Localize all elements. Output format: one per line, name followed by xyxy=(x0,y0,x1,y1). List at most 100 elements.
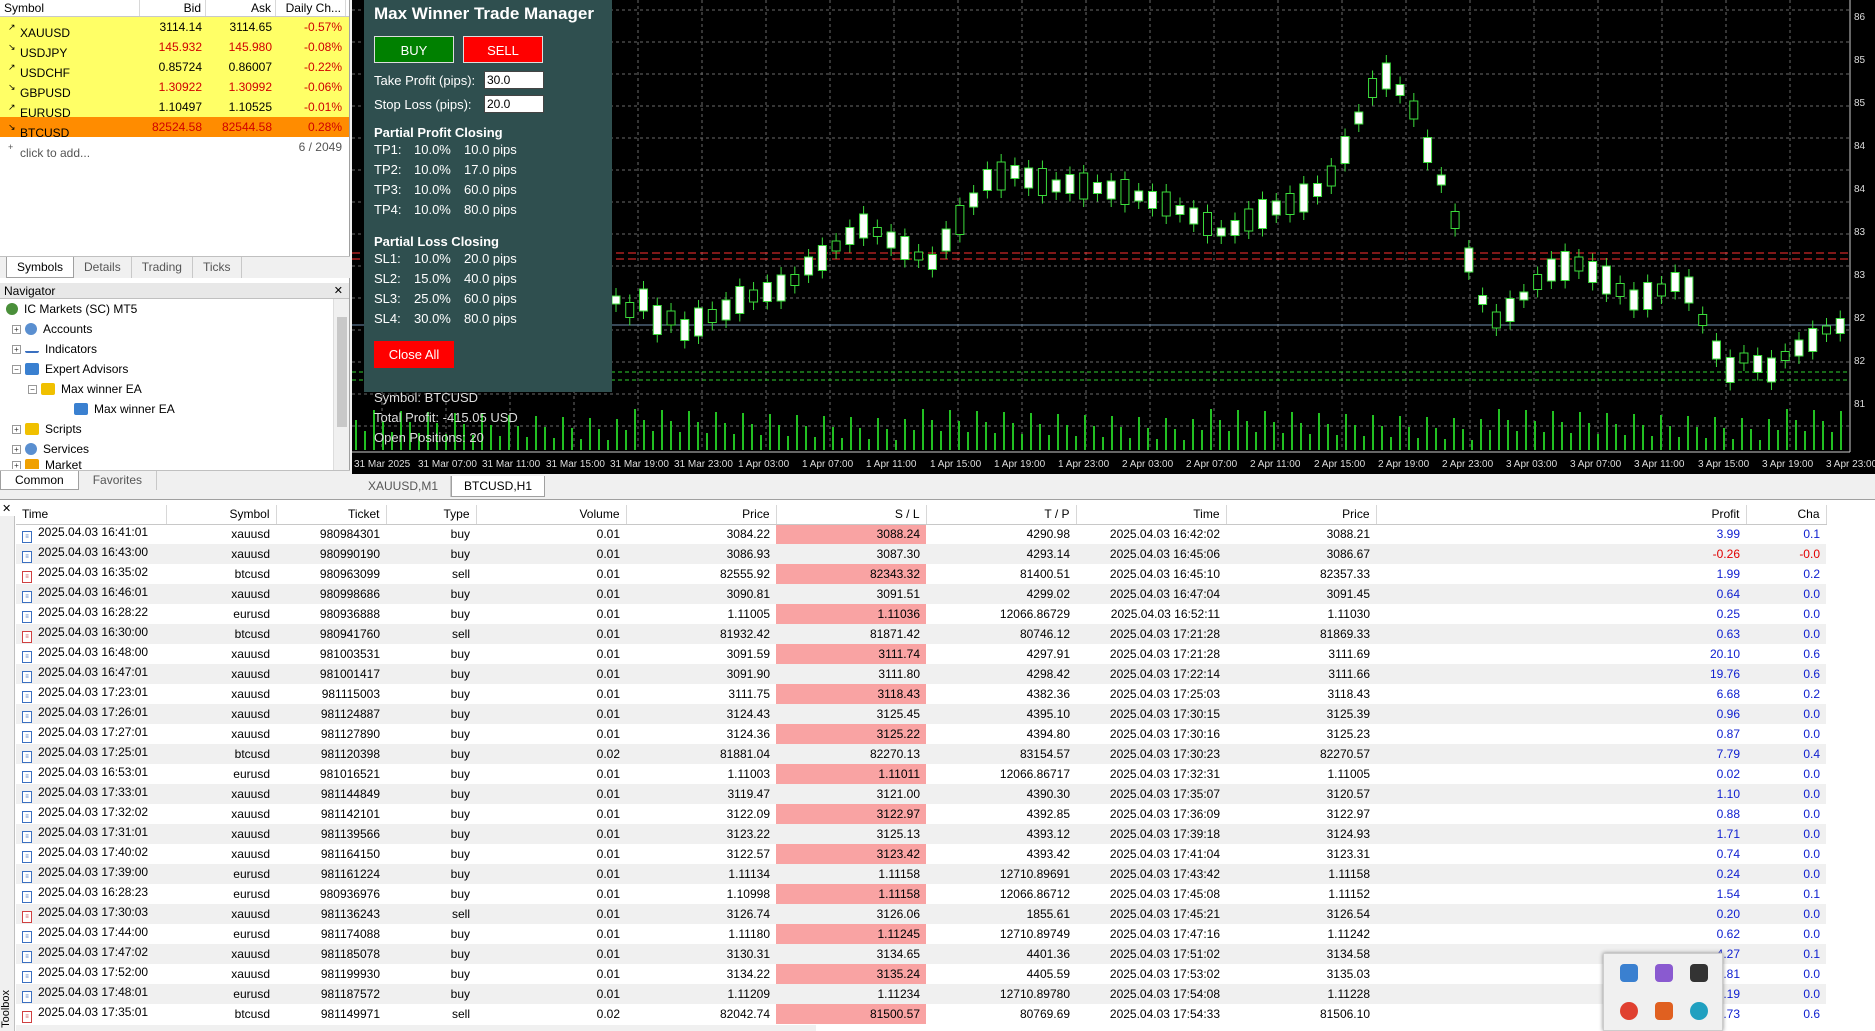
table-row[interactable]: ≡ 2025.04.03 16:30:00 btcusd 980941760 sell 0… xyxy=(16,624,1826,644)
table-row[interactable]: ≡ 2025.04.03 16:46:01 xauusd 980998686 buy 0.… xyxy=(16,584,1826,604)
time-label: 31 Mar 11:00 xyxy=(482,459,541,470)
feather-icon[interactable] xyxy=(1655,964,1673,982)
table-row[interactable]: ≡ 2025.04.03 16:41:01 xauusd 980984301 buy 0.… xyxy=(16,524,1826,544)
nav-item-accounts[interactable]: + Accounts xyxy=(0,319,349,339)
symbol-row[interactable]: ↘ GBPUSD 1.30922 1.30992 -0.06% xyxy=(0,77,349,97)
table-cell: 1855.61 xyxy=(926,904,1076,924)
column-header[interactable]: Ticket xyxy=(276,505,387,525)
nav-item-ea[interactable]: Max winner EA xyxy=(0,399,349,419)
tab-ticks[interactable]: Ticks xyxy=(193,257,242,278)
table-row[interactable]: ≡ 2025.04.03 17:48:01 eurusd 981187572 buy 0.… xyxy=(16,984,1826,1004)
expand-icon[interactable]: + xyxy=(12,424,21,434)
close-icon[interactable]: ✕ xyxy=(2,503,12,515)
column-header[interactable]: Profit xyxy=(1376,505,1747,525)
table-row[interactable]: ≡ 2025.04.03 16:28:23 eurusd 980936976 buy 0.… xyxy=(16,884,1826,904)
col-ask[interactable]: Ask xyxy=(206,0,276,16)
buy-button[interactable]: BUY xyxy=(374,36,454,63)
stop-loss-input[interactable] xyxy=(484,95,544,113)
table-row[interactable]: ≡ 2025.04.03 16:28:22 eurusd 980936888 buy 0.… xyxy=(16,604,1826,624)
table-row[interactable]: ≡ 2025.04.03 16:35:02 btcusd 980963099 sell 0… xyxy=(16,564,1826,584)
close-all-button[interactable]: Close All xyxy=(374,341,454,368)
symbol-row[interactable]: ↘ USDJPY 145.932 145.980 -0.08% xyxy=(0,37,349,57)
table-row[interactable]: ≡ 2025.04.03 17:26:01 xauusd 981124887 buy 0.… xyxy=(16,704,1826,724)
shield-icon[interactable] xyxy=(1690,964,1708,982)
table-row[interactable]: ≡ 2025.04.03 16:48:00 xauusd 981003531 buy 0.… xyxy=(16,644,1826,664)
collapse-icon[interactable]: − xyxy=(28,384,37,394)
candle-body xyxy=(1037,168,1047,196)
column-header[interactable]: Time xyxy=(1076,505,1227,525)
chrome-icon[interactable] xyxy=(1620,1002,1638,1020)
table-row[interactable]: ≡ 2025.04.03 17:35:01 btcusd 981149971 sell 0… xyxy=(16,1004,1826,1024)
column-header[interactable]: Price xyxy=(626,505,777,525)
candle-body xyxy=(1340,136,1350,164)
bid-cell: 1.30922 xyxy=(158,80,202,94)
take-profit-input[interactable] xyxy=(484,71,544,89)
scrollbar-thumb[interactable] xyxy=(337,317,347,427)
table-row[interactable]: ≡ 2025.04.03 17:23:01 xauusd 981115003 buy 0.… xyxy=(16,684,1826,704)
column-header[interactable]: T / P xyxy=(926,505,1077,525)
expand-icon[interactable]: + xyxy=(12,324,21,334)
tab-favorites[interactable]: Favorites xyxy=(79,471,158,490)
table-row[interactable]: ≡ 2025.04.03 17:30:03 xauusd 981136243 sell 0… xyxy=(16,904,1826,924)
collapse-icon[interactable]: − xyxy=(12,364,21,374)
table-row[interactable]: ≡ 2025.04.03 16:47:01 xauusd 981001417 buy 0.… xyxy=(16,664,1826,684)
table-cell: 2025.04.03 17:30:15 xyxy=(1076,704,1226,724)
column-header[interactable]: Volume xyxy=(476,505,627,525)
column-header[interactable]: Time xyxy=(16,505,167,525)
tab-details[interactable]: Details xyxy=(74,257,132,278)
close-icon[interactable]: ✕ xyxy=(333,285,343,297)
table-row[interactable]: ≡ 2025.04.03 17:52:00 xauusd 981199930 buy 0.… xyxy=(16,964,1826,984)
table-row[interactable]: ≡ 2025.04.03 17:32:02 xauusd 981142101 buy 0.… xyxy=(16,804,1826,824)
sell-button[interactable]: SELL xyxy=(463,36,543,63)
column-header[interactable]: Type xyxy=(386,505,477,525)
column-header[interactable]: Symbol xyxy=(166,505,277,525)
table-row[interactable]: ≡ 2025.04.03 16:53:01 eurusd 981016521 buy 0.… xyxy=(16,764,1826,784)
tab-xauusd-m1[interactable]: XAUUSD,M1 xyxy=(356,476,452,497)
navigator-scrollbar[interactable] xyxy=(333,299,349,471)
nav-item-broker[interactable]: IC Markets (SC) MT5 xyxy=(0,299,349,319)
expand-icon[interactable]: + xyxy=(12,460,21,469)
nav-item-market[interactable]: + Market xyxy=(0,459,349,469)
app-icon[interactable] xyxy=(1620,964,1638,982)
tab-trading[interactable]: Trading xyxy=(132,257,193,278)
column-header[interactable]: Cha xyxy=(1746,505,1827,525)
column-header[interactable]: Price xyxy=(1226,505,1377,525)
tab-common[interactable]: Common xyxy=(0,471,79,490)
table-row[interactable]: ≡ 2025.04.03 17:25:01 btcusd 981120398 buy 0.… xyxy=(16,744,1826,764)
col-daily-change[interactable]: Daily Ch... xyxy=(276,0,346,16)
edge-icon[interactable] xyxy=(1690,1002,1708,1020)
price-label: 81 xyxy=(1854,399,1866,410)
expand-icon[interactable]: + xyxy=(12,444,21,454)
add-symbol-row[interactable]: + click to add... 6 / 2049 xyxy=(0,137,349,157)
tab-btcusd-h1[interactable]: BTCUSD,H1 xyxy=(451,476,546,497)
time-value: 2025.04.03 17:40:02 xyxy=(38,845,149,859)
col-bid[interactable]: Bid xyxy=(140,0,206,16)
symbol-row[interactable]: ↗ EURUSD 1.10497 1.10525 -0.01% xyxy=(0,97,349,117)
table-row[interactable]: ≡ 2025.04.03 17:39:00 eurusd 981161224 buy 0.… xyxy=(16,864,1826,884)
table-cell: 0.0 xyxy=(1803,807,1820,821)
table-row[interactable]: ≡ 2025.04.03 17:47:02 xauusd 981185078 buy 0.… xyxy=(16,944,1826,964)
symbol-row[interactable]: ↗ USDCHF 0.85724 0.86007 -0.22% xyxy=(0,57,349,77)
table-cell: 3088.24 xyxy=(776,524,926,544)
brave-icon[interactable] xyxy=(1655,1002,1673,1020)
expand-icon[interactable]: + xyxy=(12,344,21,354)
nav-item-indicators[interactable]: + Indicators xyxy=(0,339,349,359)
table-cell: 4401.36 xyxy=(926,944,1076,964)
table-row[interactable]: ≡ 2025.04.03 17:27:01 xauusd 981127890 buy 0.… xyxy=(16,724,1826,744)
table-row[interactable]: ≡ 2025.04.03 17:40:02 xauusd 981164150 buy 0.… xyxy=(16,844,1826,864)
table-cell: 3119.47 xyxy=(626,784,776,804)
nav-item-ea-folder[interactable]: − Max winner EA xyxy=(0,379,349,399)
symbol-row[interactable]: ↗ XAUUSD 3114.14 3114.65 -0.57% xyxy=(0,17,349,37)
nav-item-scripts[interactable]: + Scripts xyxy=(0,419,349,439)
table-row[interactable]: ≡ 2025.04.03 17:33:01 xauusd 981144849 buy 0.… xyxy=(16,784,1826,804)
candle-body xyxy=(707,309,717,323)
table-row[interactable]: ≡ 2025.04.03 16:43:00 xauusd 980990190 buy 0.… xyxy=(16,544,1826,564)
tab-symbols[interactable]: Symbols xyxy=(6,257,75,278)
column-header[interactable]: S / L xyxy=(776,505,927,525)
col-symbol[interactable]: Symbol xyxy=(0,0,140,16)
nav-item-services[interactable]: + Services xyxy=(0,439,349,459)
nav-item-expert-advisors[interactable]: − Expert Advisors xyxy=(0,359,349,379)
table-row[interactable]: ≡ 2025.04.03 17:31:01 xauusd 981139566 buy 0.… xyxy=(16,824,1826,844)
table-row[interactable]: ≡ 2025.04.03 17:44:00 eurusd 981174088 buy 0.… xyxy=(16,924,1826,944)
symbol-row[interactable]: ↘ BTCUSD 82524.58 82544.58 0.28% xyxy=(0,117,349,137)
